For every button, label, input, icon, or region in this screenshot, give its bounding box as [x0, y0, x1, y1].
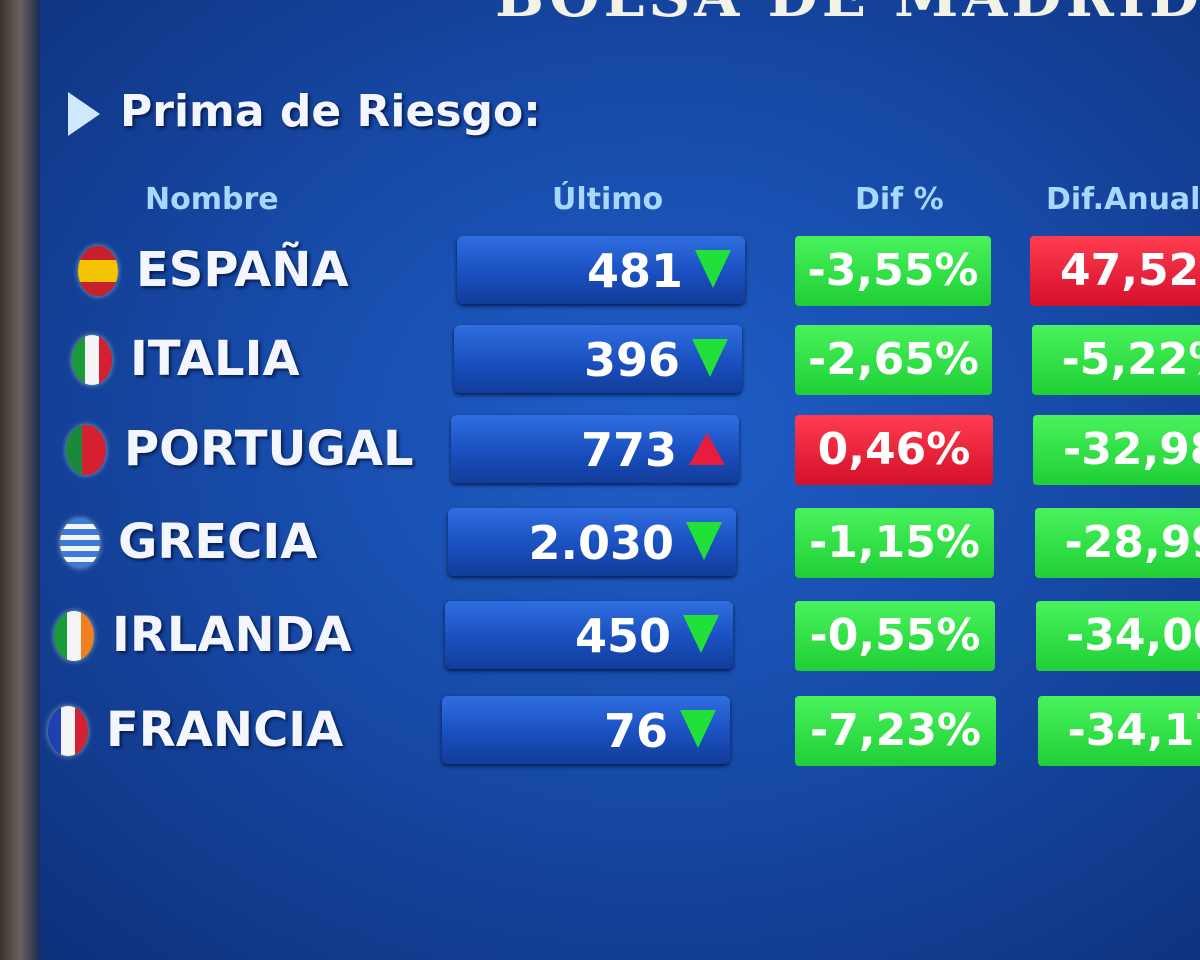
- flag-icon: [60, 518, 100, 568]
- flag-icon: [72, 335, 112, 385]
- last-value: 481: [586, 244, 683, 298]
- flag-icon: [48, 706, 88, 756]
- table-row: IRLANDA 450 -0,55% -34,00%: [0, 601, 1200, 681]
- last-value: 450: [574, 609, 671, 663]
- column-header: Último: [552, 182, 664, 217]
- last-value: 76: [603, 704, 668, 758]
- country-name: IRLANDA: [112, 607, 352, 663]
- last-value-cell: 396: [454, 325, 742, 393]
- table-row: ESPAÑA 481 -3,55% 47,52%: [0, 236, 1200, 316]
- annual-dif: -32,98%: [1033, 415, 1200, 485]
- table-row: PORTUGAL 773 0,46% -32,98%: [0, 415, 1200, 495]
- section-title: Prima de Riesgo:: [120, 86, 541, 137]
- dif-percent: -2,65%: [795, 325, 992, 395]
- country-name: ESPAÑA: [136, 242, 349, 298]
- trend-arrow: [680, 710, 716, 748]
- column-header: Dif %: [855, 182, 944, 217]
- last-value-cell: 773: [451, 415, 739, 483]
- dif-percent: -3,55%: [795, 236, 991, 306]
- flag-icon: [66, 425, 106, 475]
- dif-percent: -7,23%: [795, 696, 996, 766]
- column-header: Nombre: [145, 182, 279, 217]
- last-value-cell: 450: [445, 601, 733, 669]
- table-row: ITALIA 396 -2,65% -5,22%: [0, 325, 1200, 405]
- annual-dif: -5,22%: [1031, 325, 1200, 395]
- flag-icon: [54, 611, 94, 661]
- annual-dif: -34,17%: [1037, 696, 1200, 766]
- country-name: ITALIA: [130, 331, 300, 387]
- annual-dif: -28,99%: [1034, 508, 1200, 578]
- trend-arrow: [695, 250, 731, 288]
- annual-dif: 47,52%: [1030, 236, 1200, 306]
- table-row: GRECIA 2.030 -1,15% -28,99%: [0, 508, 1200, 588]
- last-value-cell: 2.030: [448, 508, 736, 576]
- trend-arrow: [683, 615, 719, 653]
- country-name: FRANCIA: [106, 702, 344, 758]
- column-header: Dif.Anual: [1046, 182, 1200, 217]
- last-value-cell: 76: [442, 696, 730, 764]
- play-icon: [68, 92, 100, 136]
- dif-percent: -0,55%: [795, 601, 995, 671]
- dif-percent: 0,46%: [795, 415, 993, 485]
- trend-arrow: [692, 339, 728, 377]
- country-name: PORTUGAL: [124, 421, 414, 477]
- dif-percent: -1,15%: [795, 508, 994, 578]
- table-row: FRANCIA 76 -7,23% -34,17%: [0, 696, 1200, 776]
- last-value-cell: 481: [457, 236, 745, 304]
- trend-arrow: [686, 522, 722, 560]
- flag-icon: [78, 246, 118, 296]
- bezel: [0, 0, 40, 960]
- country-name: GRECIA: [118, 514, 318, 570]
- annual-dif: -34,00%: [1036, 601, 1200, 671]
- banner: BOLSA DE MADRID: [495, 0, 1200, 30]
- last-value: 396: [583, 333, 680, 387]
- last-value: 2.030: [528, 516, 674, 570]
- last-value: 773: [580, 423, 677, 477]
- trend-arrow: [689, 433, 725, 465]
